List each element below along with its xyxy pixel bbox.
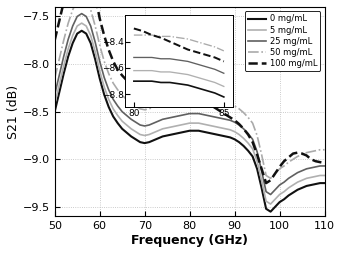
50 mg/mL <box>201 97 205 100</box>
0 mg/mL <box>268 210 273 213</box>
0 mg/mL <box>111 115 115 118</box>
100 mg/mL <box>295 151 300 154</box>
50 mg/mL <box>152 105 156 108</box>
5 mg/mL <box>219 126 223 129</box>
Line: 5 mg/mL: 5 mg/mL <box>55 23 325 204</box>
50 mg/mL <box>53 77 57 80</box>
50 mg/mL <box>120 94 124 97</box>
50 mg/mL <box>295 155 300 158</box>
5 mg/mL <box>80 22 84 25</box>
50 mg/mL <box>268 177 273 180</box>
Line: 0 mg/mL: 0 mg/mL <box>55 31 325 212</box>
0 mg/mL <box>295 188 300 191</box>
Line: 50 mg/mL: 50 mg/mL <box>55 0 325 178</box>
25 mg/mL <box>80 12 84 15</box>
100 mg/mL <box>152 91 156 94</box>
0 mg/mL <box>152 139 156 142</box>
0 mg/mL <box>323 182 327 185</box>
100 mg/mL <box>53 39 57 42</box>
Line: 25 mg/mL: 25 mg/mL <box>55 14 325 195</box>
100 mg/mL <box>264 182 268 185</box>
50 mg/mL <box>219 101 223 104</box>
0 mg/mL <box>53 110 57 113</box>
50 mg/mL <box>323 148 327 151</box>
25 mg/mL <box>323 164 327 167</box>
25 mg/mL <box>295 171 300 174</box>
5 mg/mL <box>111 107 115 110</box>
25 mg/mL <box>152 122 156 125</box>
5 mg/mL <box>120 120 124 123</box>
5 mg/mL <box>152 131 156 134</box>
X-axis label: Frequency (GHz): Frequency (GHz) <box>131 234 248 247</box>
Y-axis label: S21 (dB): S21 (dB) <box>7 85 20 139</box>
5 mg/mL <box>295 181 300 184</box>
25 mg/mL <box>268 193 273 196</box>
Line: 100 mg/mL: 100 mg/mL <box>55 0 325 183</box>
100 mg/mL <box>323 162 327 165</box>
100 mg/mL <box>120 74 124 77</box>
0 mg/mL <box>120 127 124 130</box>
25 mg/mL <box>201 113 205 116</box>
25 mg/mL <box>219 117 223 120</box>
50 mg/mL <box>111 82 115 85</box>
Legend: 0 mg/mL, 5 mg/mL, 25 mg/mL, 50 mg/mL, 100 mg/mL: 0 mg/mL, 5 mg/mL, 25 mg/mL, 50 mg/mL, 10… <box>245 11 320 71</box>
100 mg/mL <box>201 99 205 102</box>
100 mg/mL <box>111 60 115 63</box>
5 mg/mL <box>201 122 205 125</box>
5 mg/mL <box>323 174 327 177</box>
0 mg/mL <box>80 29 84 32</box>
5 mg/mL <box>53 103 57 106</box>
25 mg/mL <box>111 98 115 101</box>
0 mg/mL <box>219 134 223 137</box>
5 mg/mL <box>268 202 273 205</box>
25 mg/mL <box>53 93 57 96</box>
0 mg/mL <box>201 130 205 133</box>
25 mg/mL <box>120 110 124 113</box>
100 mg/mL <box>219 110 223 113</box>
